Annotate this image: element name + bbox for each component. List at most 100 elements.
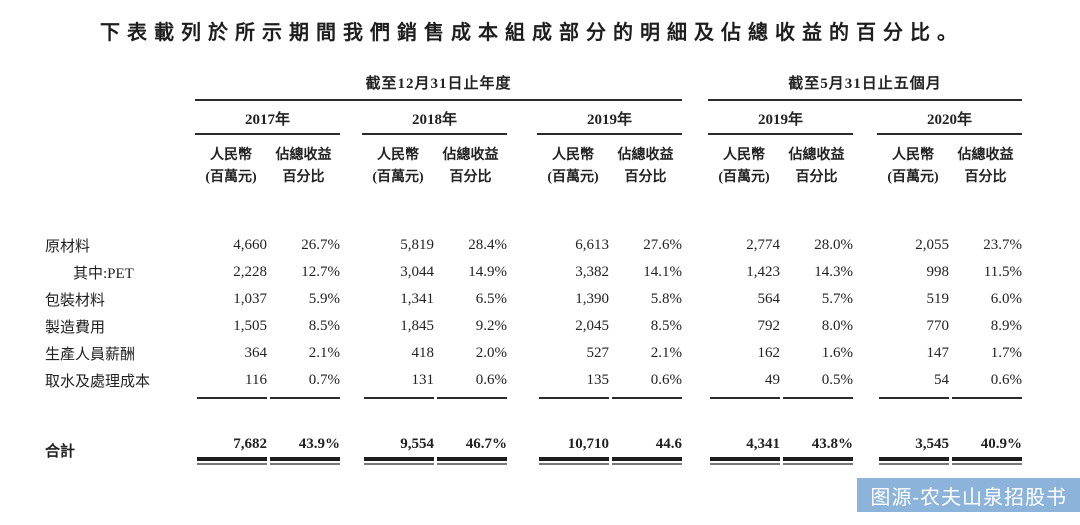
cell-value: 3,044 [400,263,434,280]
row-label: 其中:PET [73,265,134,282]
cell-value: 116 [245,371,267,388]
total-double-rule [197,456,267,465]
cell-value: 11.5% [983,263,1022,280]
cell-value-total: 9,554 [362,436,434,465]
spacer [507,286,537,313]
table-row-water: 取水及處理成本 116 0.7% 131 0.6% 135 0.6% 49 0.… [45,367,1022,394]
spacer [853,134,877,190]
column-subheader-pct: 佔總收益 百分比 [788,148,845,186]
column-subheader-rmb: 人民幣 (百萬元) [372,148,424,186]
cell-value: 1,423 [746,263,780,280]
cell-value-total: 46.7% [434,436,507,465]
column-underline [537,394,609,404]
cell-value: 6.5% [475,290,507,307]
cell-value: 418 [411,344,435,361]
spacer [507,436,537,465]
cell-value: 135 [586,371,610,388]
period-group-header-annual: 截至12月31日止年度 [195,72,682,101]
spacer [682,394,708,404]
cell-value: 2,774 [746,236,780,253]
cell-value: 1.6% [821,344,853,361]
cell-value: 998 [926,263,950,280]
spacer [45,72,195,100]
cell-value: 6.0% [990,290,1022,307]
spacer [340,340,362,367]
column-subheader-pct: 佔總收益 百分比 [442,148,499,186]
spacer [45,394,195,404]
subheader-row: 人民幣 (百萬元) 佔總收益 百分比 人民幣 (百萬元) 佔總收益 百分比 人民幣 (百萬… [45,134,1022,190]
cell-value: 5.7% [821,290,853,307]
total-double-rule [612,456,682,465]
cell-value: 9.2% [475,317,507,334]
spacer [507,100,537,134]
column-underline [434,394,507,404]
column-underline [949,394,1022,404]
row-label: 原材料 [45,238,91,255]
spacer [682,286,708,313]
total-double-rule [783,456,853,465]
year-header-row: 2017年 2018年 2019年 2019年 2020年 [45,100,1022,135]
spacer [340,313,362,340]
total-double-rule [539,456,609,465]
column-subheader-rmb: 人民幣 (百萬元) [205,148,257,186]
spacer [682,100,708,134]
spacer [507,259,537,286]
spacer [853,313,877,340]
column-subheader-pct: 佔總收益 百分比 [275,148,332,186]
cell-value: 28.4% [468,236,507,253]
cell-value: 8.0% [821,317,853,334]
cell-value-total: 44.6 [609,436,682,465]
cell-value: 27.6% [643,236,682,253]
cell-value: 5.9% [308,290,340,307]
cell-value: 28.0% [814,236,853,253]
cell-value: 564 [757,290,781,307]
spacer [682,259,708,286]
total-double-rule [952,456,1022,465]
spacer [853,436,877,465]
table-row-total: 合計 7,682 43.9% 9,554 46.7% 10,710 44.6 4… [45,436,1022,465]
cell-value: 2.1% [650,344,682,361]
column-subheader-rmb: 人民幣 (百萬元) [718,148,770,186]
spacer [507,232,537,259]
cell-value: 0.6% [990,371,1022,388]
column-underline [609,394,682,404]
cell-value: 12.7% [301,263,340,280]
cell-value: 6,613 [575,236,609,253]
table-row-packaging: 包裝材料 1,037 5.9% 1,341 6.5% 1,390 5.8% 56… [45,286,1022,313]
cell-value: 4,660 [233,236,267,253]
cell-value: 2,045 [575,317,609,334]
cell-value: 2,228 [233,263,267,280]
column-subheader-rmb: 人民幣 (百萬元) [547,148,599,186]
cell-value-total: 10,710 [537,436,609,465]
total-double-rule [710,456,780,465]
spacer [340,394,362,404]
cell-value-total: 7,682 [195,436,267,465]
table-row-raw-materials: 原材料 4,660 26.7% 5,819 28.4% 6,613 27.6% … [45,232,1022,259]
row-label: 生產人員薪酬 [45,346,136,363]
cell-value-total: 4,341 [708,436,780,465]
row-label: 製造費用 [45,319,106,336]
spacer [853,100,877,134]
cell-value: 1.7% [990,344,1022,361]
spacer [853,232,877,259]
cell-value: 364 [244,344,268,361]
spacer [682,340,708,367]
cell-value: 1,341 [400,290,434,307]
cell-value: 162 [757,344,781,361]
total-double-rule [437,456,507,465]
cost-of-sales-table: 截至12月31日止年度 截至5月31日止五個月 2017年 2018年 2019… [45,72,1022,465]
cell-value-total: 43.8% [780,436,853,465]
column-subheader-pct: 佔總收益 百分比 [617,148,674,186]
cell-value: 0.6% [650,371,682,388]
column-subheader-rmb: 人民幣 (百萬元) [887,148,939,186]
spacer [853,259,877,286]
source-badge: 图源-农夫山泉招股书 [857,478,1080,512]
spacer [507,340,537,367]
cell-value: 519 [926,290,950,307]
cell-value: 8.5% [308,317,340,334]
spacer [340,286,362,313]
cell-value: 770 [926,317,950,334]
cell-value: 527 [586,344,610,361]
page-title: 下表載列於所示期間我們銷售成本組成部分的明細及佔總收益的百分比。 [100,22,964,44]
cell-value: 2.0% [475,344,507,361]
